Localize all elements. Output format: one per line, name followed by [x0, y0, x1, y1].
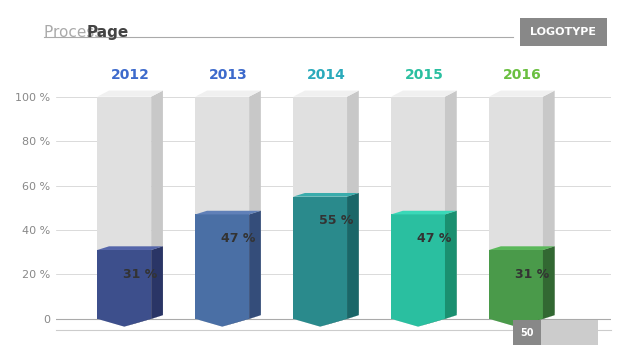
- Polygon shape: [489, 246, 555, 250]
- Text: LOGOTYPE: LOGOTYPE: [530, 27, 597, 37]
- Text: 31 %: 31 %: [123, 268, 158, 281]
- Polygon shape: [222, 315, 261, 327]
- Polygon shape: [124, 315, 163, 327]
- Polygon shape: [249, 90, 261, 319]
- Polygon shape: [391, 214, 445, 319]
- Polygon shape: [124, 315, 163, 327]
- Text: 2016: 2016: [503, 68, 541, 82]
- Polygon shape: [293, 319, 347, 327]
- Polygon shape: [391, 97, 445, 319]
- Polygon shape: [97, 319, 151, 327]
- Text: 31 %: 31 %: [515, 268, 549, 281]
- Polygon shape: [293, 319, 347, 327]
- Polygon shape: [151, 90, 163, 319]
- Text: Process: Process: [44, 25, 107, 40]
- Polygon shape: [97, 90, 163, 97]
- Polygon shape: [293, 90, 359, 97]
- Text: 2014: 2014: [307, 68, 346, 82]
- Polygon shape: [293, 197, 347, 319]
- Polygon shape: [391, 211, 457, 214]
- Text: 2015: 2015: [404, 68, 443, 82]
- Polygon shape: [195, 211, 261, 214]
- Polygon shape: [97, 246, 163, 250]
- Polygon shape: [97, 250, 151, 319]
- Polygon shape: [347, 193, 359, 319]
- Polygon shape: [489, 90, 555, 97]
- Polygon shape: [195, 319, 249, 327]
- Polygon shape: [320, 315, 359, 327]
- Polygon shape: [293, 193, 359, 197]
- Polygon shape: [195, 90, 261, 97]
- Polygon shape: [151, 246, 163, 319]
- Polygon shape: [543, 90, 555, 319]
- Polygon shape: [293, 97, 347, 319]
- Polygon shape: [418, 315, 457, 327]
- Polygon shape: [195, 319, 249, 327]
- Polygon shape: [97, 97, 151, 319]
- Text: 55 %: 55 %: [319, 214, 354, 227]
- Polygon shape: [543, 246, 555, 319]
- Polygon shape: [97, 319, 151, 327]
- Polygon shape: [489, 319, 543, 327]
- Polygon shape: [445, 90, 457, 319]
- Polygon shape: [489, 97, 543, 319]
- Polygon shape: [391, 90, 457, 97]
- Text: Page: Page: [86, 25, 128, 40]
- Text: 50: 50: [521, 328, 534, 338]
- Polygon shape: [445, 211, 457, 319]
- Text: 2013: 2013: [208, 68, 247, 82]
- Polygon shape: [516, 315, 555, 327]
- Text: 47 %: 47 %: [417, 232, 451, 245]
- Polygon shape: [391, 319, 445, 327]
- Text: 2012: 2012: [111, 68, 150, 82]
- Polygon shape: [516, 315, 555, 327]
- Polygon shape: [489, 319, 543, 327]
- Polygon shape: [222, 315, 261, 327]
- Polygon shape: [418, 315, 457, 327]
- Polygon shape: [195, 214, 249, 319]
- Text: 47 %: 47 %: [221, 232, 255, 245]
- Polygon shape: [249, 211, 261, 319]
- Polygon shape: [391, 319, 445, 327]
- Polygon shape: [347, 90, 359, 319]
- Polygon shape: [320, 315, 359, 327]
- Polygon shape: [195, 97, 249, 319]
- Polygon shape: [489, 250, 543, 319]
